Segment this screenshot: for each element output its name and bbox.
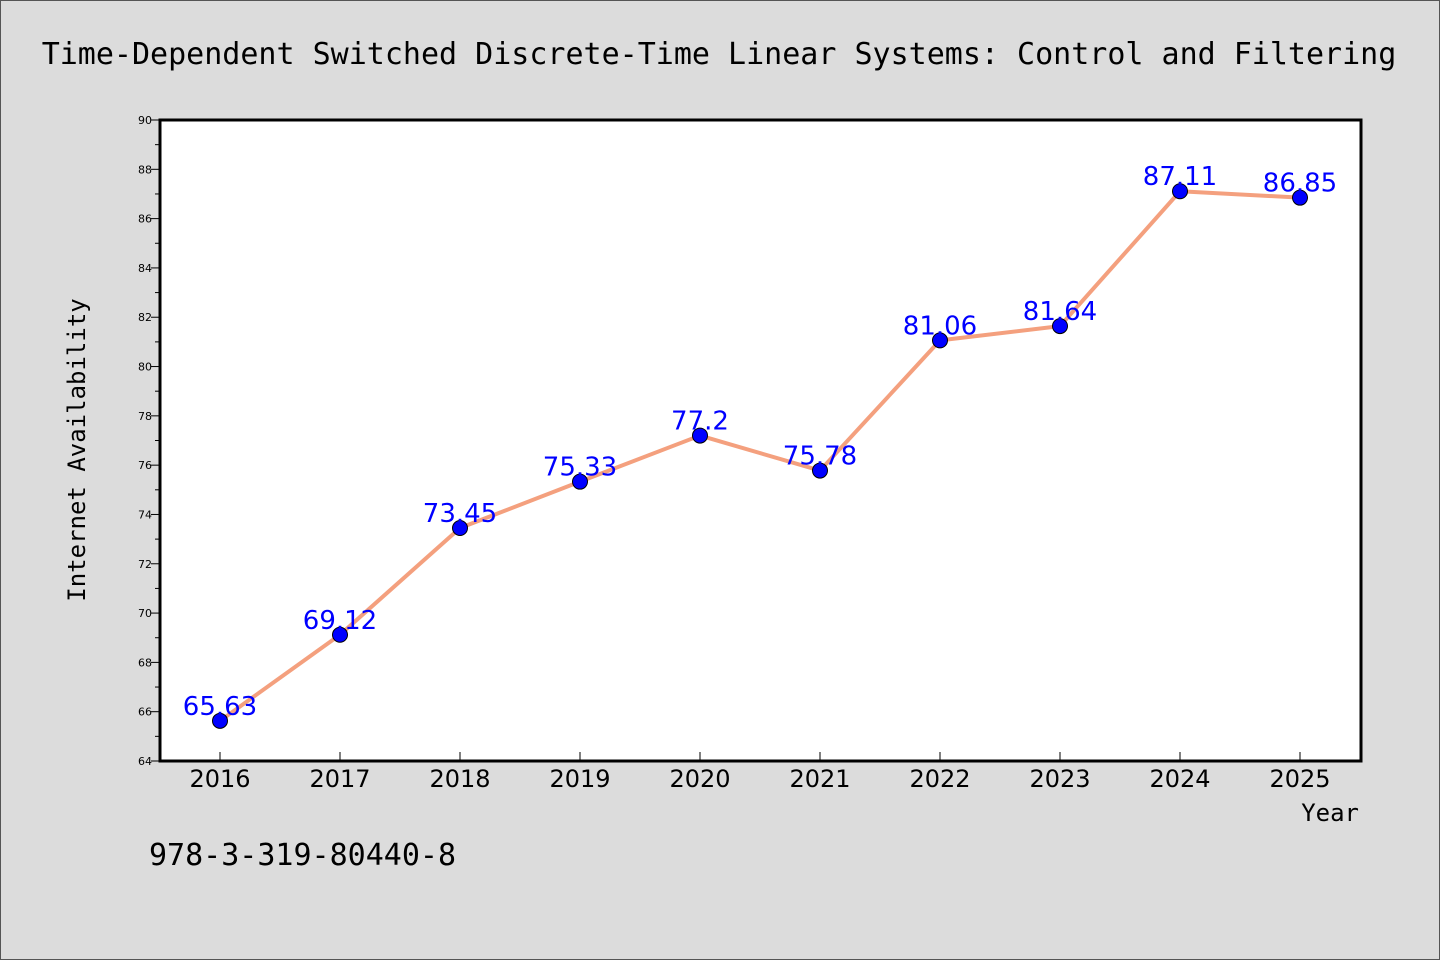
data-point xyxy=(1052,318,1068,335)
y-tick-label: 72 xyxy=(138,558,152,571)
data-label-layer: 65.63 69.12 73.45 75.33 77.2 75.78 81.06 81.64 8… xyxy=(183,162,1337,722)
y-tick-label: 66 xyxy=(138,706,152,719)
data-label: 86.85 xyxy=(1263,169,1337,199)
y-axis-title: Internet Availability xyxy=(63,298,91,601)
data-point xyxy=(332,626,348,643)
data-point xyxy=(812,462,828,479)
data-point xyxy=(1172,183,1188,200)
plot-area xyxy=(158,118,1363,763)
x-axis-title: Year xyxy=(1301,799,1359,827)
x-tick-label: 2017 xyxy=(309,765,370,793)
x-tick-label: 2021 xyxy=(789,765,850,793)
y-tick-label: 74 xyxy=(138,508,152,521)
x-tick-label: 2018 xyxy=(429,765,490,793)
footer-isbn: 978-3-319-80440-8 xyxy=(149,838,456,873)
data-point xyxy=(692,427,708,444)
x-tick-label: 2020 xyxy=(669,765,730,793)
x-axis: 2016 2017 2018 2019 2020 2021 2022 2023 2024 2025 xyxy=(189,752,1331,793)
data-label: 75.33 xyxy=(543,453,617,483)
data-point xyxy=(1292,189,1308,206)
series-line xyxy=(218,189,1301,723)
data-point xyxy=(932,332,948,349)
data-label: 73.45 xyxy=(423,499,497,529)
data-label: 77.2 xyxy=(671,407,729,437)
y-tick-label: 80 xyxy=(138,361,152,374)
data-label: 65.63 xyxy=(183,692,257,722)
data-label: 81.06 xyxy=(903,311,977,341)
y-tick-label: 86 xyxy=(138,213,152,226)
x-tick-label: 2022 xyxy=(909,765,970,793)
data-point xyxy=(452,520,468,537)
series-line-layer xyxy=(212,183,1308,729)
x-tick-label: 2025 xyxy=(1269,765,1330,793)
y-axis: 64 66 68 70 72 74 76 78 80 82 84 86 88 90 xyxy=(138,114,160,768)
y-tick-label: 68 xyxy=(138,656,152,669)
y-tick-label: 84 xyxy=(138,262,152,275)
x-tick-label: 2016 xyxy=(189,765,250,793)
x-tick-label: 2024 xyxy=(1149,765,1210,793)
y-tick-label: 76 xyxy=(138,459,152,472)
y-tick-label: 82 xyxy=(138,311,152,324)
y-tick-label: 64 xyxy=(138,755,152,768)
data-point xyxy=(212,712,228,729)
data-label: 69.12 xyxy=(303,606,377,636)
y-tick-label: 90 xyxy=(138,114,152,127)
data-label: 75.78 xyxy=(783,442,857,472)
y-tick-label: 88 xyxy=(138,163,152,176)
y-tick-label: 78 xyxy=(138,410,152,423)
chart-title: Time-Dependent Switched Discrete-Time Li… xyxy=(42,37,1397,72)
data-label: 81.64 xyxy=(1023,297,1097,327)
data-label: 87.11 xyxy=(1143,162,1217,192)
x-tick-label: 2023 xyxy=(1029,765,1090,793)
x-tick-label: 2019 xyxy=(549,765,610,793)
y-tick-label: 70 xyxy=(138,607,152,620)
data-point xyxy=(572,473,588,490)
